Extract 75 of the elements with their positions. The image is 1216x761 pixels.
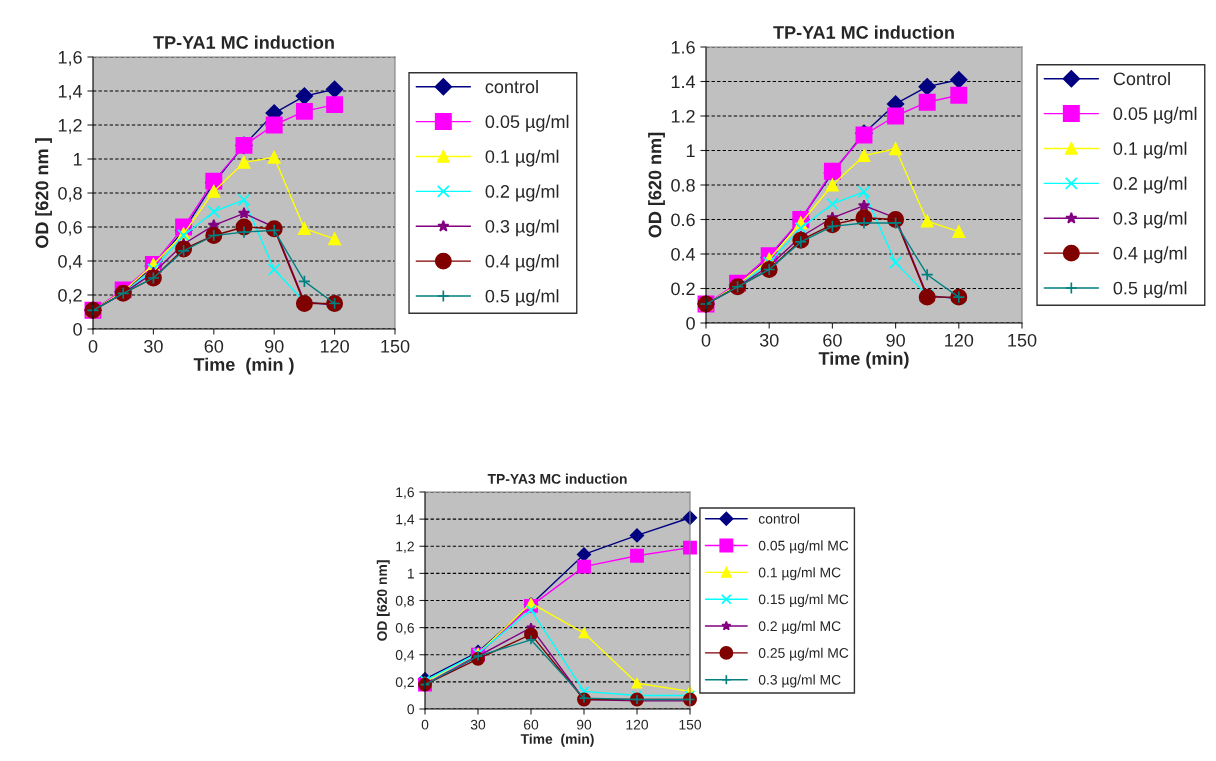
y-tick-label: 0,6 [395,622,414,635]
y-axis-title: OD [620 nm] [376,560,390,641]
x-tick-label: 90 [886,333,905,347]
y-tick-label: 0.4 [671,247,696,261]
legend-label: 0.05 µg/ml [1113,106,1197,124]
x-tick-label: 0 [421,719,429,730]
legend-label: 0.5 µg/ml [1113,281,1187,299]
legend-label: 0.4 µg/ml [485,254,559,272]
y-tick-label: 1,4 [58,85,83,100]
x-tick-label: 60 [523,719,539,730]
x-axis-title: Time (min) [520,733,594,747]
y-tick-label: 1 [407,568,414,579]
y-tick-label: 0.8 [671,178,695,192]
y-axis-title: OD [620 nm] [648,132,665,238]
y-tick-label: 0,8 [395,595,414,608]
x-tick-label: 60 [823,333,842,347]
legend-label: control [485,79,538,94]
y-tick-label: 0.2 [671,282,695,296]
legend-label: Control [1113,71,1170,86]
y-tick-label: 1.4 [671,75,696,89]
legend-label: 0.2 µg/ml MC [758,620,841,634]
x-tick-label: 30 [759,333,779,347]
legend-label: 0.1 µg/ml MC [758,567,841,581]
x-tick-label: 120 [626,719,649,730]
legend-label: 0.2 µg/ml [485,184,559,202]
y-tick-label: 1.2 [671,109,695,123]
y-tick-label: 1.6 [671,40,695,54]
x-axis-title: Time (min ) [193,357,294,375]
y-tick-label: 0,4 [395,650,415,662]
x-tick-label: 150 [1008,333,1037,347]
y-tick-label: 0 [407,704,415,715]
chart-title: TP-YA3 MC induction [487,473,627,484]
chart-title: TP-YA1 MC induction [773,25,954,39]
x-tick-label: 30 [144,339,163,353]
y-tick-label: 1 [686,144,695,158]
legend-label: 0.1 µg/ml [485,149,559,167]
x-tick-label: 0 [88,339,98,353]
x-tick-label: 150 [381,339,410,353]
y-tick-label: 0 [73,322,82,336]
y-tick-label: 1,2 [396,541,414,554]
legend-label: 0.15 µg/ml MC [758,594,849,607]
y-tick-label: 0,6 [58,220,82,236]
legend-label: 0.2 µg/ml [1113,176,1187,194]
chart-title: TP-YA1 MC induction [153,35,334,49]
y-tick-label: 0,2 [395,677,414,689]
legend-label: 0.4 µg/ml [1113,246,1187,264]
y-axis-title: OD [620 nm ] [35,138,52,248]
legend-label: 0.3 µg/ml [1113,211,1187,229]
legend-label: 0.25 µg/ml MC [758,647,849,661]
y-tick-label: 0,4 [58,254,83,270]
legend-label: 0.3 µg/ml MC [758,674,841,688]
x-tick-label: 0 [701,333,711,347]
y-tick-label: 1,6 [396,487,414,499]
x-tick-label: 90 [265,339,284,353]
legend-label: 0.5 µg/ml [485,289,559,307]
y-tick-label: 1,2 [58,118,82,134]
legend-label: 0.1 µg/ml [1113,141,1187,159]
y-tick-label: 1,6 [58,50,82,66]
x-tick-label: 60 [204,339,224,353]
legend-label: control [758,513,800,524]
legend-label: 0.05 µg/ml [485,114,569,132]
x-tick-label: 120 [945,333,974,347]
y-tick-label: 0,2 [58,288,82,304]
y-tick-label: 0.6 [671,213,695,227]
x-tick-label: 150 [679,719,702,730]
y-tick-label: 1,4 [396,514,415,526]
x-tick-label: 120 [320,339,349,353]
x-tick-label: 90 [576,719,592,730]
y-tick-label: 0 [686,316,695,330]
x-tick-label: 30 [470,719,486,730]
y-tick-label: 0,8 [58,186,82,202]
x-axis-title: Time (min) [818,351,909,369]
legend-label: 0.3 µg/ml [485,219,559,237]
legend-label: 0.05 µg/ml MC [758,540,849,554]
y-tick-label: 1 [73,153,82,166]
